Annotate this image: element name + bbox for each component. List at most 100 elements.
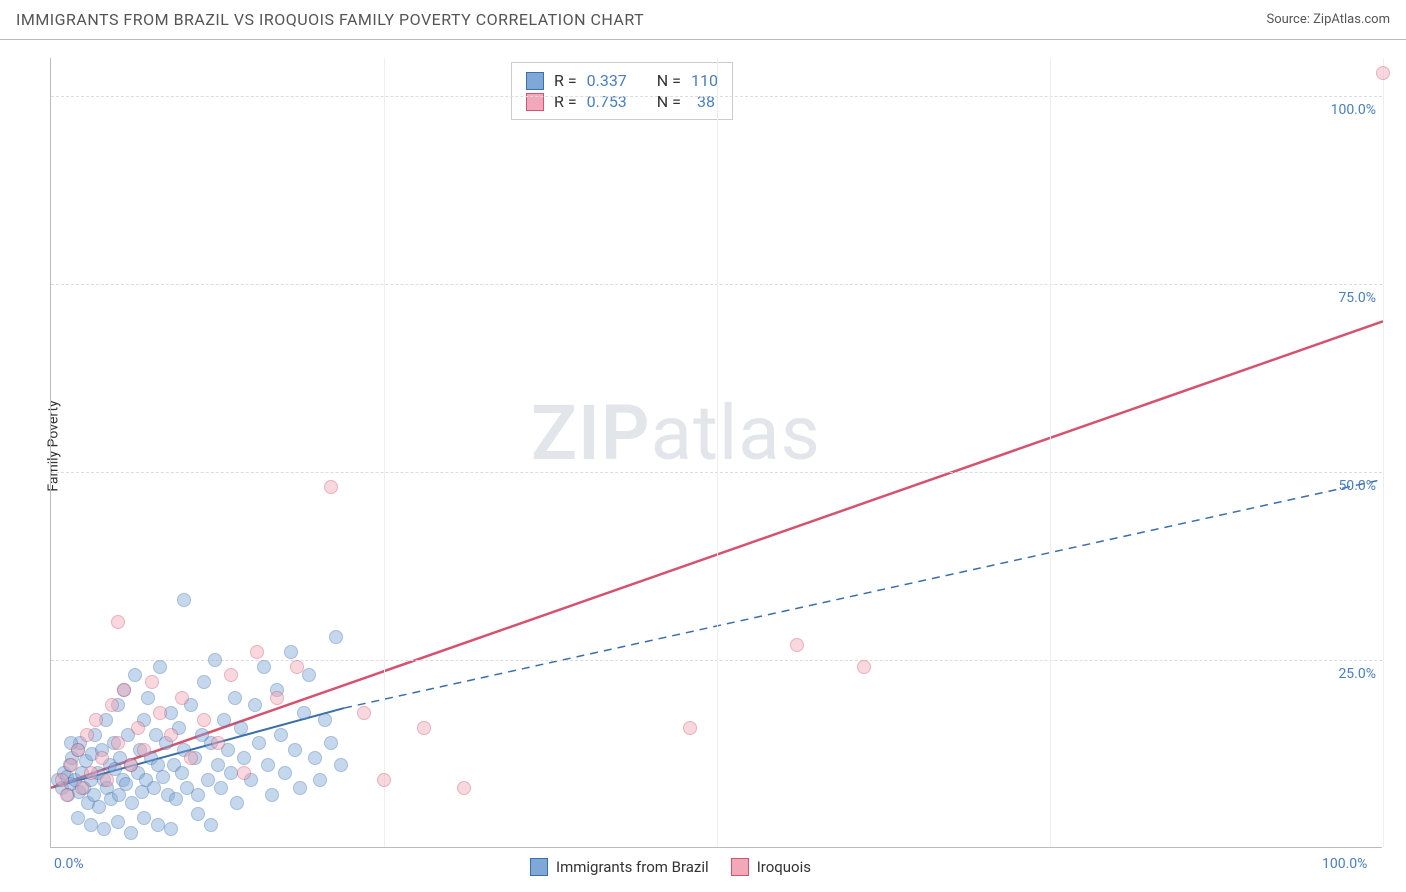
data-point-iroquois <box>105 698 119 712</box>
data-point-brazil <box>84 818 98 832</box>
data-point-iroquois <box>89 713 103 727</box>
data-point-brazil <box>201 773 215 787</box>
data-point-iroquois <box>60 788 74 802</box>
stats-legend: R = 0.337 N = 110 R = 0.753 N = 38 <box>511 62 733 120</box>
data-point-brazil <box>137 811 151 825</box>
data-point-iroquois <box>75 781 89 795</box>
data-point-brazil <box>214 781 228 795</box>
legend-item-iroquois: Iroquois <box>731 858 811 876</box>
data-point-iroquois <box>197 713 211 727</box>
data-point-brazil <box>217 713 231 727</box>
swatch-brazil <box>530 858 548 876</box>
data-point-iroquois <box>153 706 167 720</box>
data-point-brazil <box>119 777 133 791</box>
scatter-plot: ZIPatlas R = 0.337 N = 110 R = 0.753 N =… <box>50 58 1382 848</box>
data-point-iroquois <box>100 773 114 787</box>
data-point-iroquois <box>111 615 125 629</box>
data-point-iroquois <box>117 683 131 697</box>
data-point-brazil <box>230 796 244 810</box>
data-point-brazil <box>191 807 205 821</box>
data-point-brazil <box>261 758 275 772</box>
data-point-iroquois <box>55 773 69 787</box>
data-point-brazil <box>252 736 266 750</box>
data-point-brazil <box>111 815 125 829</box>
data-point-brazil <box>329 630 343 644</box>
data-point-iroquois <box>250 645 264 659</box>
gridline-v <box>717 58 718 847</box>
data-point-iroquois <box>175 691 189 705</box>
data-point-brazil <box>128 668 142 682</box>
data-point-iroquois <box>270 691 284 705</box>
series-legend: Immigrants from Brazil Iroquois <box>530 858 811 876</box>
data-point-iroquois <box>224 668 238 682</box>
y-tick-label: 25.0% <box>1338 666 1376 682</box>
data-point-brazil <box>237 751 251 765</box>
gridline-v <box>1050 58 1051 847</box>
data-point-brazil <box>97 822 111 836</box>
data-point-iroquois <box>377 773 391 787</box>
data-point-iroquois <box>290 660 304 674</box>
data-point-brazil <box>278 766 292 780</box>
data-point-iroquois <box>137 743 151 757</box>
watermark: ZIPatlas <box>531 388 821 478</box>
data-point-iroquois <box>417 721 431 735</box>
data-point-brazil <box>234 721 248 735</box>
data-point-brazil <box>324 736 338 750</box>
data-point-iroquois <box>237 766 251 780</box>
y-tick-label: 100.0% <box>1331 102 1376 118</box>
data-point-brazil <box>313 773 327 787</box>
source-credit: Source: ZipAtlas.com <box>1266 12 1390 27</box>
data-point-brazil <box>284 645 298 659</box>
data-point-iroquois <box>357 706 371 720</box>
stats-row-brazil: R = 0.337 N = 110 <box>526 71 718 90</box>
data-point-brazil <box>153 660 167 674</box>
data-point-brazil <box>224 766 238 780</box>
data-point-brazil <box>125 796 139 810</box>
data-point-iroquois <box>124 758 138 772</box>
data-point-iroquois <box>683 721 697 735</box>
data-point-iroquois <box>64 758 78 772</box>
data-point-iroquois <box>790 638 804 652</box>
data-point-brazil <box>124 826 138 840</box>
y-tick-label: 50.0% <box>1338 478 1376 494</box>
data-point-brazil <box>248 698 262 712</box>
data-point-brazil <box>265 788 279 802</box>
data-point-brazil <box>164 822 178 836</box>
data-point-brazil <box>274 728 288 742</box>
data-point-brazil <box>293 781 307 795</box>
data-point-brazil <box>302 668 316 682</box>
data-point-brazil <box>169 792 183 806</box>
data-point-brazil <box>191 788 205 802</box>
data-point-brazil <box>308 751 322 765</box>
data-point-brazil <box>204 818 218 832</box>
y-tick-label: 75.0% <box>1338 290 1376 306</box>
data-point-iroquois <box>145 675 159 689</box>
data-point-brazil <box>334 758 348 772</box>
data-point-iroquois <box>71 743 85 757</box>
data-point-iroquois <box>1376 66 1390 80</box>
data-point-brazil <box>197 675 211 689</box>
data-point-iroquois <box>164 728 178 742</box>
data-point-brazil <box>156 770 170 784</box>
data-point-iroquois <box>95 751 109 765</box>
data-point-brazil <box>151 818 165 832</box>
data-point-brazil <box>147 781 161 795</box>
data-point-brazil <box>297 706 311 720</box>
data-point-brazil <box>71 811 85 825</box>
swatch-brazil <box>526 72 544 90</box>
chart-header: IMMIGRANTS FROM BRAZIL VS IROQUOIS FAMIL… <box>0 0 1406 40</box>
data-point-brazil <box>288 743 302 757</box>
x-tick-label: 0.0% <box>54 856 84 872</box>
data-point-brazil <box>208 653 222 667</box>
chart-area: ZIPatlas R = 0.337 N = 110 R = 0.753 N =… <box>50 58 1382 848</box>
data-point-iroquois <box>457 781 471 795</box>
swatch-iroquois <box>731 858 749 876</box>
data-point-iroquois <box>84 766 98 780</box>
data-point-brazil <box>177 593 191 607</box>
data-point-brazil <box>175 766 189 780</box>
chart-title: IMMIGRANTS FROM BRAZIL VS IROQUOIS FAMIL… <box>16 10 644 29</box>
data-point-brazil <box>257 660 271 674</box>
legend-item-brazil: Immigrants from Brazil <box>530 858 709 876</box>
x-tick-label: 100.0% <box>1322 856 1367 872</box>
data-point-iroquois <box>80 728 94 742</box>
